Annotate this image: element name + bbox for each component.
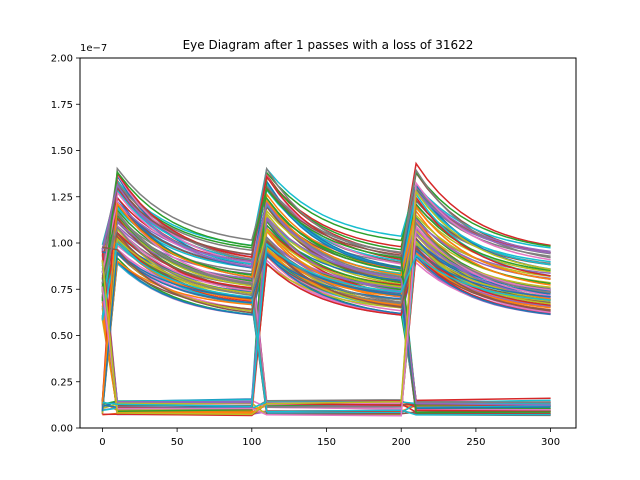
x-tick-label: 150: [317, 437, 336, 448]
eye-trace: [102, 242, 551, 408]
eye-trace: [101, 252, 551, 413]
eye-trace: [101, 245, 551, 410]
x-tick-label: 200: [392, 437, 411, 448]
eye-trace: [101, 199, 551, 404]
y-scale-label: 1e−7: [80, 43, 107, 54]
eye-trace: [101, 183, 551, 406]
eye-trace: [101, 221, 551, 303]
chart-title: Eye Diagram after 1 passes with a loss o…: [183, 38, 474, 52]
x-tick-label: 50: [171, 437, 184, 448]
y-tick-label: 1.50: [51, 146, 73, 157]
eye-traces: [101, 161, 551, 417]
y-tick-label: 0.50: [51, 331, 73, 342]
eye-trace: [101, 170, 551, 413]
y-tick-label: 0.00: [51, 424, 73, 435]
x-tick-label: 0: [99, 437, 105, 448]
y-tick-label: 2.00: [51, 54, 73, 65]
eye-trace: [101, 167, 551, 274]
eye-trace: [101, 209, 551, 412]
x-tick-label: 250: [466, 437, 485, 448]
x-tick-label: 100: [242, 437, 261, 448]
x-axis: 0 50 100 150 200 250 300: [99, 428, 560, 448]
y-tick-label: 0.75: [51, 285, 73, 296]
x-tick-label: 300: [541, 437, 560, 448]
eye-trace: [101, 189, 551, 416]
eye-trace: [101, 185, 551, 416]
y-axis: 0.00 0.25 0.50 0.75 1.00 1.25 1.50 1.75 2.00: [51, 54, 80, 435]
y-tick-label: 0.25: [51, 377, 73, 388]
y-tick-label: 1.00: [51, 239, 73, 250]
eye-trace: [101, 249, 551, 412]
eye-trace: [102, 239, 551, 314]
eye-trace: [101, 241, 551, 416]
eye-trace: [101, 170, 551, 414]
y-tick-label: 1.75: [51, 100, 73, 111]
y-tick-label: 1.25: [51, 192, 73, 203]
eye-trace: [101, 217, 551, 403]
